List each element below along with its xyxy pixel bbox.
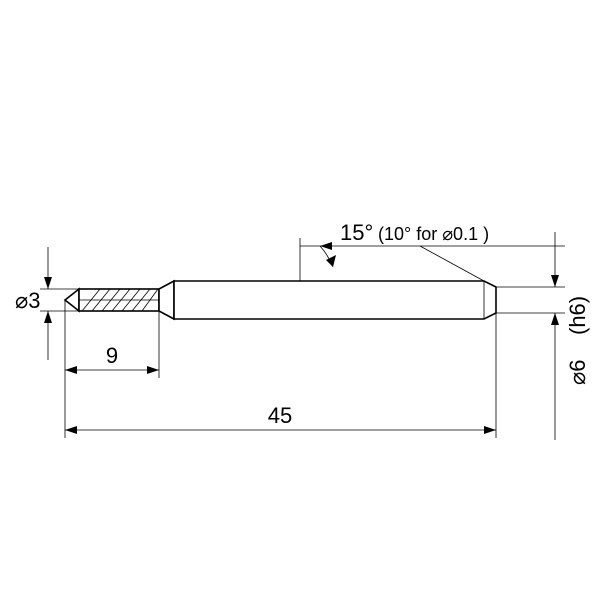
- dim-shank-dia-label: ⌀6: [565, 360, 590, 385]
- dim-chamfer-angle-note: (10° for ⌀0.1 ): [378, 224, 489, 244]
- dim-overall-length-label: 45: [268, 403, 292, 428]
- dim-flute-length-label: 9: [106, 343, 118, 368]
- dim-chamfer-angle-label: 15°: [340, 220, 373, 245]
- dim-overall-length: 45: [65, 313, 496, 438]
- dim-chamfer-angle: 15° (10° for ⌀0.1 ): [300, 220, 565, 281]
- tool-drawing: ⌀3 ⌀6 (h6) 9 45: [0, 0, 600, 600]
- dim-shank-dia-tol: (h6): [565, 296, 590, 335]
- dim-shank-dia: ⌀6 (h6): [496, 232, 590, 440]
- dim-flute-dia-label: ⌀3: [15, 288, 40, 313]
